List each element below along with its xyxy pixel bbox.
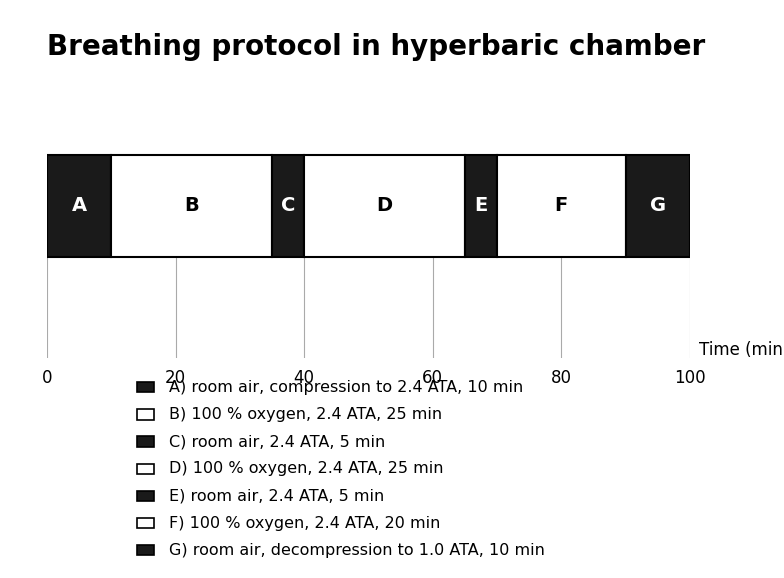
Bar <box>47 155 111 257</box>
Text: A) room air, compression to 2.4 ATA, 10 min: A) room air, compression to 2.4 ATA, 10 … <box>169 380 523 395</box>
Text: B) 100 % oxygen, 2.4 ATA, 25 min: B) 100 % oxygen, 2.4 ATA, 25 min <box>169 407 441 422</box>
Text: A: A <box>71 197 87 215</box>
Text: D: D <box>376 197 393 215</box>
Bar <box>111 155 272 257</box>
Bar <box>272 155 304 257</box>
Text: E: E <box>474 197 488 215</box>
Bar <box>304 155 465 257</box>
Text: F) 100 % oxygen, 2.4 ATA, 20 min: F) 100 % oxygen, 2.4 ATA, 20 min <box>169 516 440 531</box>
Text: C) room air, 2.4 ATA, 5 min: C) room air, 2.4 ATA, 5 min <box>169 434 385 449</box>
Text: Time (min): Time (min) <box>699 340 784 359</box>
Bar <box>626 155 690 257</box>
Text: D) 100 % oxygen, 2.4 ATA, 25 min: D) 100 % oxygen, 2.4 ATA, 25 min <box>169 461 443 476</box>
Text: G: G <box>650 197 666 215</box>
Bar <box>497 155 626 257</box>
Text: C: C <box>281 197 296 215</box>
Text: F: F <box>555 197 568 215</box>
Text: B: B <box>184 197 199 215</box>
Text: Breathing protocol in hyperbaric chamber: Breathing protocol in hyperbaric chamber <box>47 33 706 61</box>
Text: G) room air, decompression to 1.0 ATA, 10 min: G) room air, decompression to 1.0 ATA, 1… <box>169 543 544 558</box>
Text: E) room air, 2.4 ATA, 5 min: E) room air, 2.4 ATA, 5 min <box>169 488 384 503</box>
Bar <box>465 155 497 257</box>
